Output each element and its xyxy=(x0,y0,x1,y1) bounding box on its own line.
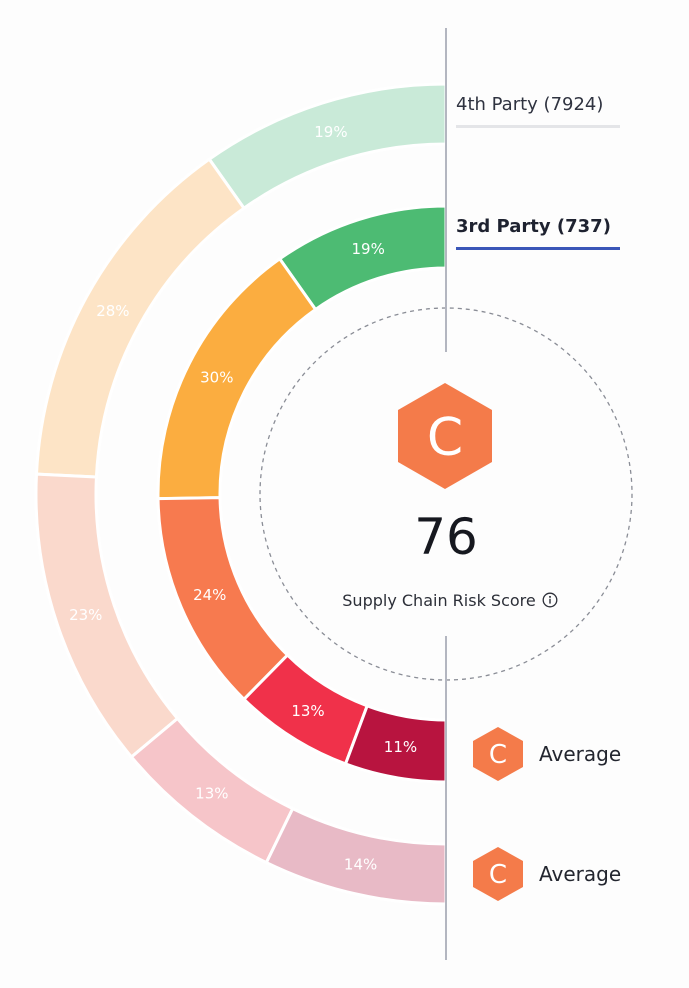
fourth-party-segment-1[interactable] xyxy=(207,82,448,211)
grade-letter: C xyxy=(427,408,463,468)
third-party-grade-row: C Average xyxy=(472,726,621,782)
fourth-party-segment-label: 19% xyxy=(314,123,347,141)
third-party-segment-label: 19% xyxy=(351,240,384,258)
fourth-party-segment-3[interactable] xyxy=(34,472,180,760)
grade-hex-icon: C xyxy=(473,727,523,781)
info-icon[interactable] xyxy=(542,592,558,608)
grade-hex-icon: C xyxy=(473,847,523,901)
fourth-party-segment-label: 13% xyxy=(195,784,228,802)
grade-letter: C xyxy=(489,740,507,770)
score-value: 76 xyxy=(414,508,478,566)
grade-label: Average xyxy=(539,742,622,766)
fourth-party-ring[interactable]: 19% 28% 23% 13% 14% xyxy=(34,82,448,906)
score-label: Supply Chain Risk Score xyxy=(342,591,536,610)
third-party-tab[interactable]: 3rd Party (737) xyxy=(456,216,620,250)
third-party-ring[interactable]: 19% 30% 24% 13% 11% xyxy=(156,204,448,784)
grade-badge-icon: C xyxy=(398,383,492,489)
third-party-segment-2[interactable] xyxy=(156,256,318,501)
grade-letter: C xyxy=(489,860,507,890)
fourth-party-segment-label: 14% xyxy=(344,855,377,873)
third-party-segment-label: 24% xyxy=(193,586,226,604)
grade-label: Average xyxy=(539,862,622,886)
fourth-party-grade-row: C Average xyxy=(472,846,621,902)
score-label-row: Supply Chain Risk Score xyxy=(300,591,600,610)
third-party-segment-label: 11% xyxy=(384,738,417,756)
fourth-party-segment-label: 28% xyxy=(96,302,129,320)
fourth-party-segment-label: 23% xyxy=(69,606,102,624)
third-party-segment-label: 13% xyxy=(291,702,324,720)
third-party-segment-label: 30% xyxy=(200,369,233,387)
fourth-party-tab[interactable]: 4th Party (7924) xyxy=(456,94,620,128)
score-dashed-circle xyxy=(259,307,633,681)
